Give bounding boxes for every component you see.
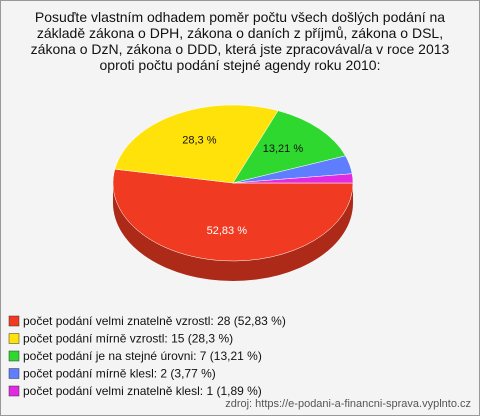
legend-swatch [8, 385, 20, 397]
legend-label: počet podání mírně vzrostl: 15 (28,3 %) [23, 332, 233, 346]
source: zdroj: https://e-podani-a-financni-sprav… [225, 398, 471, 410]
legend-label: počet podání velmi znatelně klesl: 1 (1,… [23, 384, 262, 398]
legend-label: počet podání mírně klesl: 2 (3,77 %) [23, 367, 216, 381]
value-label: 52,83 % [207, 225, 248, 237]
pie-slice [114, 104, 279, 184]
pie-slice [112, 168, 354, 262]
legend-swatch [8, 333, 20, 344]
legend-label: počet podání je na stejné úrovni: 7 (13,… [23, 349, 262, 363]
legend-swatch [8, 368, 20, 379]
value-label: 13,21 % [263, 143, 304, 155]
chart-title: Posuďte vlastním odhadem poměr počtu vše… [30, 9, 450, 73]
legend-label: počet podání velmi znatelně vzrostl: 28 … [23, 314, 286, 328]
legend-swatch [8, 350, 20, 362]
pie-slice [232, 110, 346, 184]
pie-slice [232, 173, 354, 184]
legend-swatch [8, 315, 20, 327]
pie-side [113, 183, 353, 281]
value-label: 28,3 % [182, 135, 216, 147]
